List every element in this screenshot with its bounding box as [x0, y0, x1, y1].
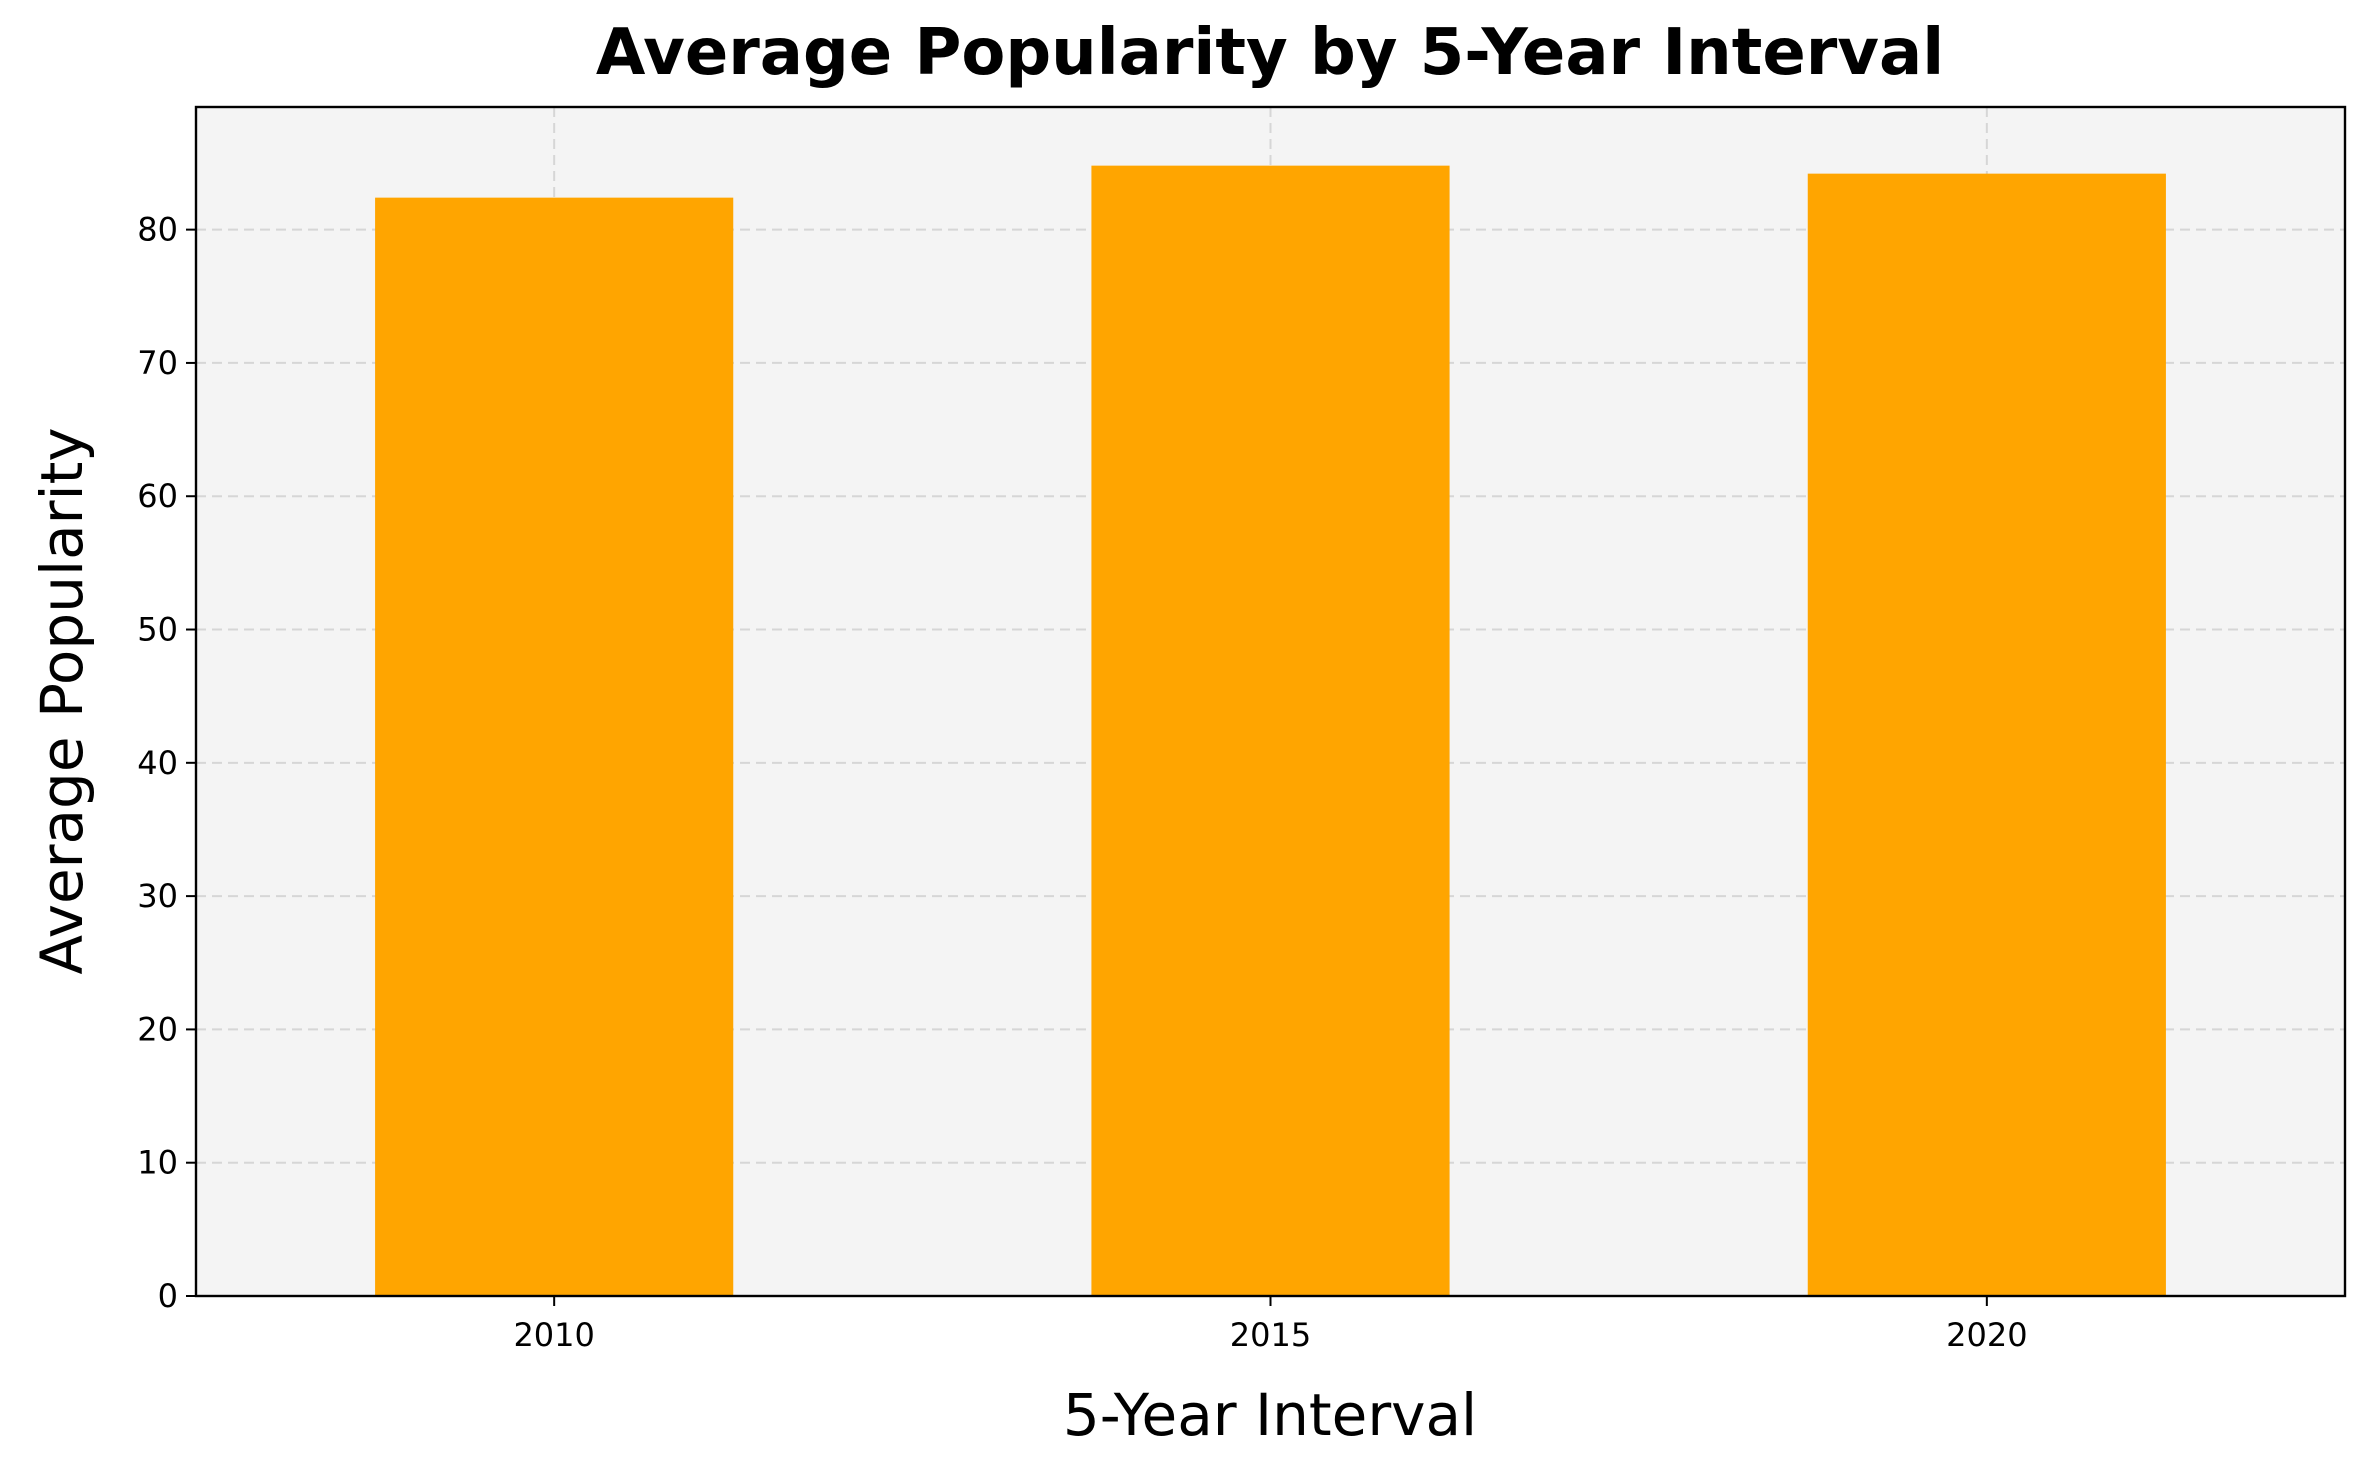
- y-tick-label: 60: [137, 477, 178, 515]
- y-axis-label: Average Popularity: [28, 427, 96, 974]
- y-tick-label: 0: [158, 1277, 178, 1315]
- y-tick-label: 30: [137, 877, 178, 915]
- y-tick-label: 50: [137, 611, 178, 649]
- axis-ticks: 0 10 20 30 40 50 60 70 80 2010 2015 2020: [137, 211, 2027, 1354]
- x-tick-label: 2020: [1946, 1316, 2027, 1354]
- y-tick-label: 80: [137, 211, 178, 249]
- bar-2010: [375, 197, 734, 1297]
- bars: [375, 165, 2166, 1297]
- y-tick-label: 70: [137, 344, 178, 382]
- x-axis-label: 5-Year Interval: [1063, 1381, 1477, 1449]
- chart-title: Average Popularity by 5-Year Interval: [596, 16, 1944, 90]
- y-tick-label: 10: [137, 1144, 178, 1182]
- y-tick-label: 40: [137, 744, 178, 782]
- bar-2015: [1091, 165, 1450, 1296]
- x-tick-label: 2015: [1230, 1316, 1311, 1354]
- bar-2020: [1807, 173, 2166, 1297]
- y-tick-label: 20: [137, 1010, 178, 1048]
- x-tick-label: 2010: [513, 1316, 594, 1354]
